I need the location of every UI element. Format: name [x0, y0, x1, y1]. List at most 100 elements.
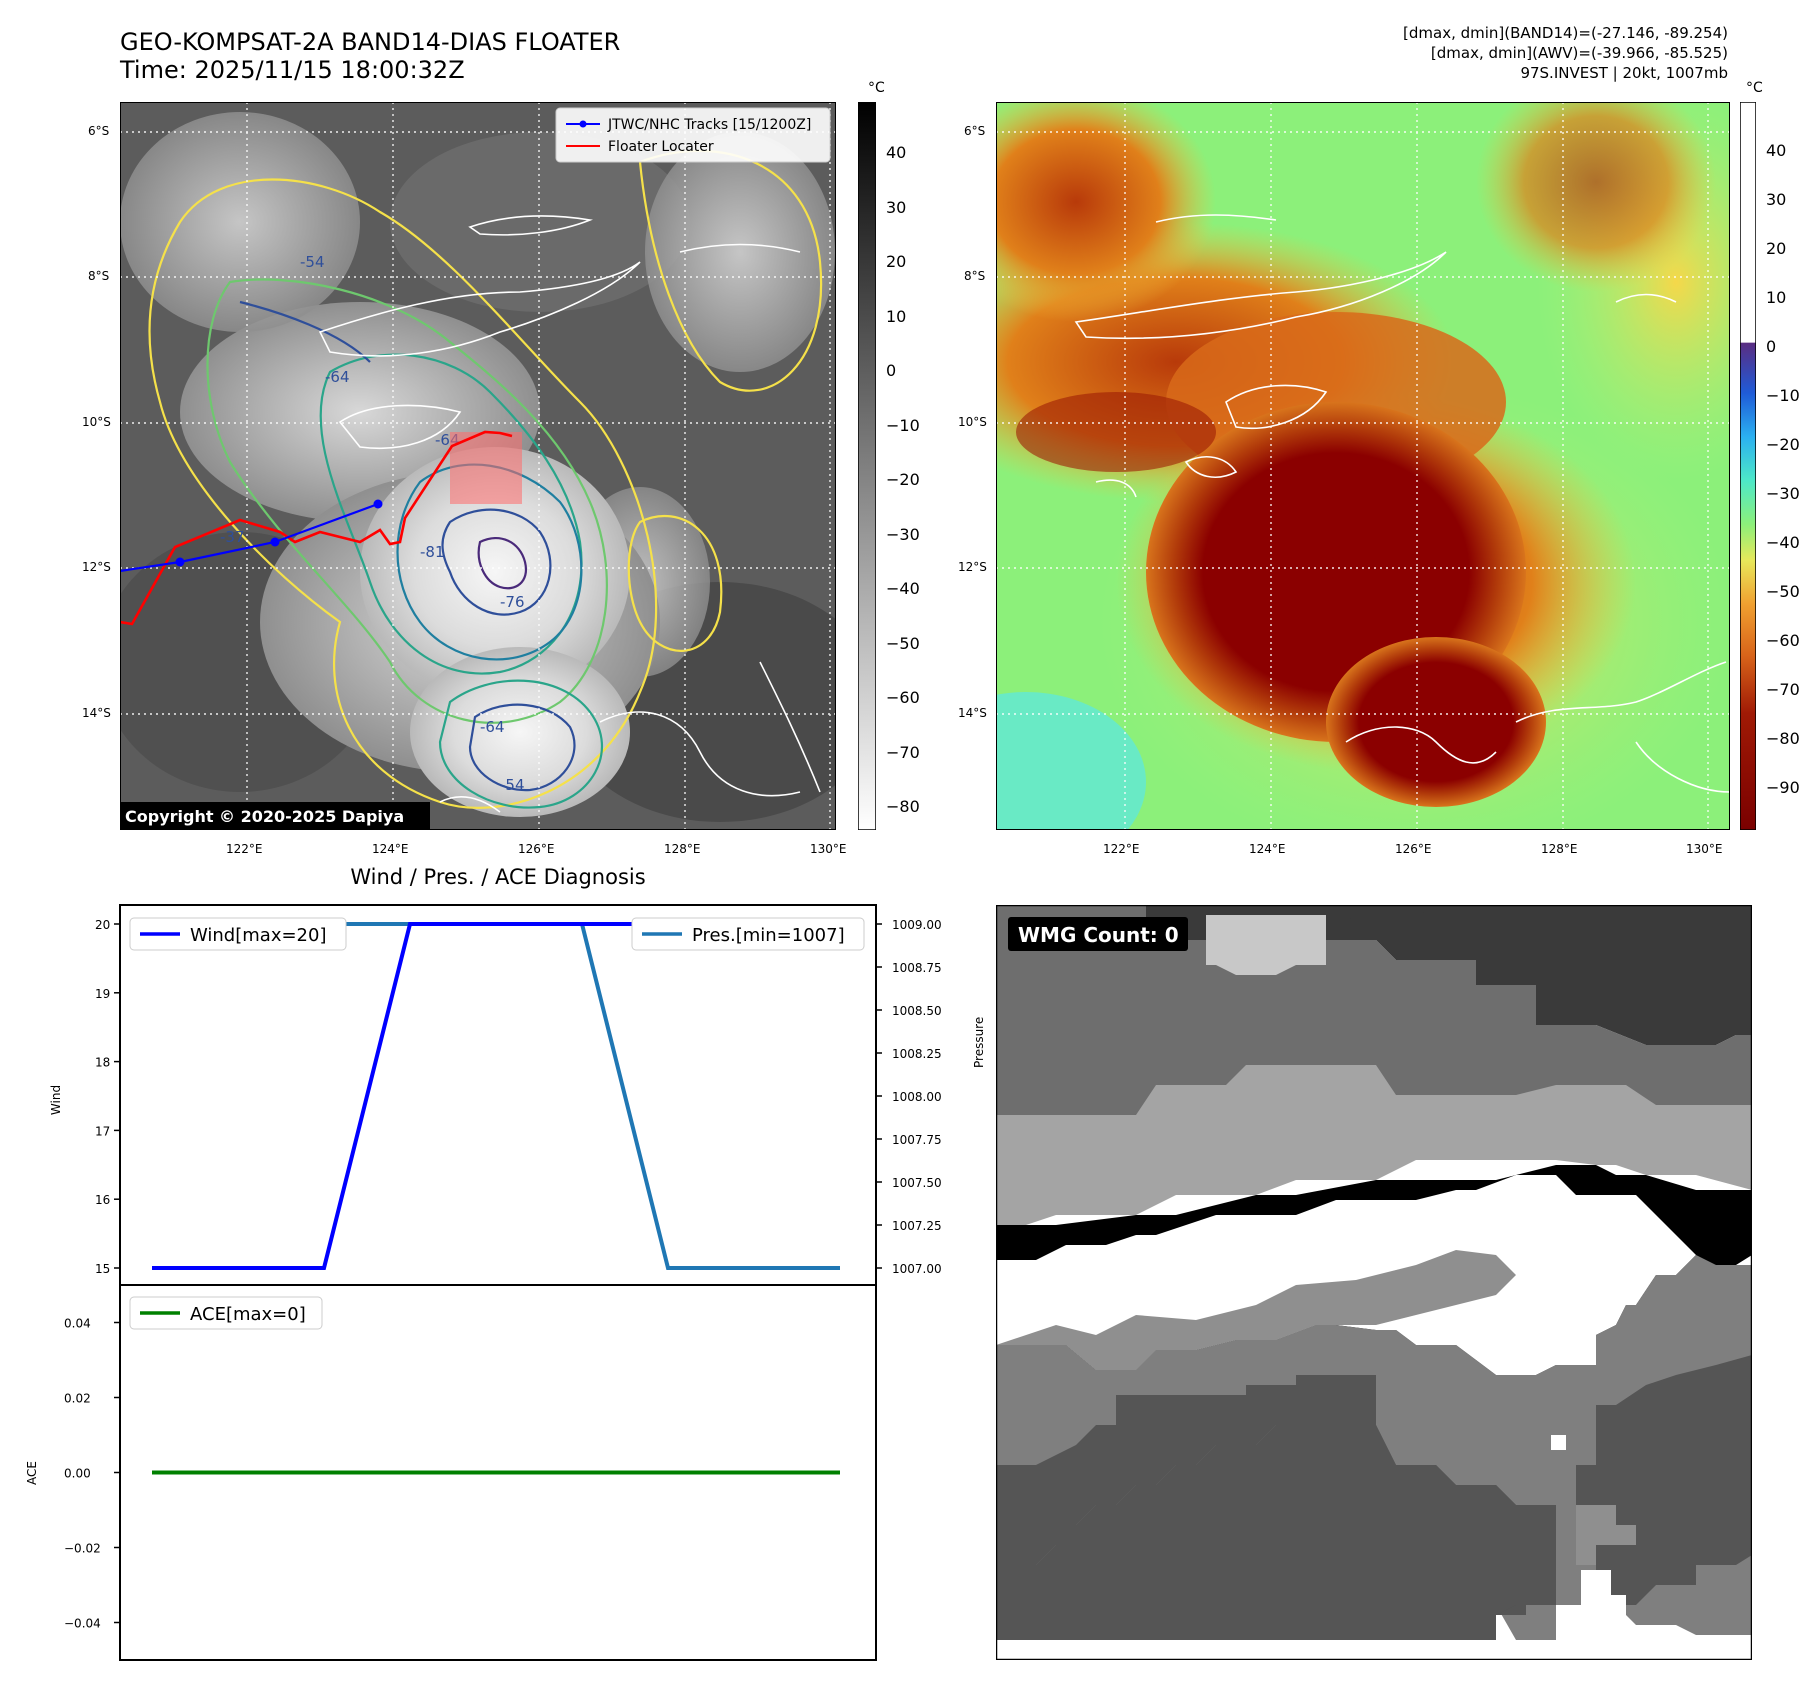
contour-label: -76	[500, 593, 525, 611]
band14-colorbar	[858, 102, 876, 830]
diagnosis-title: Wind / Pres. / ACE Diagnosis	[350, 865, 646, 889]
copyright-label: Copyright © 2020-2025 Dapiya	[125, 807, 404, 826]
wmg-count-label: WMG Count: 0	[1018, 923, 1179, 947]
wind-legend: Wind[max=20]	[129, 917, 347, 951]
ace-tick-label: −0.02	[64, 1542, 101, 1556]
ace-tick-label: 0.00	[64, 1467, 91, 1481]
diagnosis-chart: Wind Pressure ACE 2019181716151009.00100…	[25, 904, 942, 1661]
pressure-tick-label: 1008.25	[892, 1047, 942, 1061]
pressure-tick-label: 1008.50	[892, 1004, 942, 1018]
colorbar-tick-label: −40	[1766, 533, 1800, 552]
lat-label: 10°S	[82, 415, 111, 429]
pressure-legend-label: Pres.[min=1007]	[692, 925, 845, 946]
contour-label: -81	[420, 543, 445, 561]
contour-label: -64	[325, 368, 350, 386]
lon-label: 130°E	[1686, 842, 1723, 856]
track-point	[270, 537, 280, 547]
colorbar-tick-label: −50	[1766, 582, 1800, 601]
figure-title: GEO-KOMPSAT-2A BAND14-DIAS FLOATER	[120, 28, 621, 56]
colorbar-tick-label: 0	[1766, 337, 1777, 356]
storm-info: 97S.INVEST | 20kt, 1007mb	[1520, 64, 1728, 82]
track-point	[175, 557, 185, 567]
wmg-panel: WMG Count: 0	[996, 905, 1752, 1660]
colorbar-tick-label: −20	[1766, 435, 1800, 454]
wmg-count-box	[1008, 917, 1188, 951]
colorbar-tick-label: −90	[1766, 778, 1800, 797]
pressure-tick-label: 1009.00	[892, 918, 942, 932]
ace-tick-label: −0.04	[64, 1617, 101, 1631]
contour-label: -37	[220, 528, 245, 546]
wind-line	[152, 922, 840, 1270]
ace-legend-label: ACE[max=0]	[190, 1304, 306, 1325]
lon-label: 122°E	[1103, 842, 1140, 856]
lon-label: 124°E	[372, 842, 409, 856]
pressure-axis-label: Pressure	[972, 1016, 986, 1068]
wind-tick-label: 15	[95, 1262, 110, 1276]
awv-colorbar	[1740, 102, 1756, 830]
lon-label: 128°E	[1541, 842, 1578, 856]
colorbar-tick-label: −20	[886, 470, 920, 489]
colorbar-tick-label: −10	[886, 415, 920, 435]
pressure-tick-label: 1008.75	[892, 961, 942, 975]
lat-label: 8°S	[964, 269, 986, 283]
colorbar-tick-label: 10	[886, 306, 907, 326]
floater-locater-line	[120, 430, 513, 626]
band14-map: -64 -64 -76 -81 -64 -54 -54 -37	[120, 102, 836, 830]
lat-label: 12°S	[958, 560, 987, 574]
awv-map	[996, 102, 1730, 830]
dmax-awv: [dmax, dmin](AWV)=(-39.966, -85.525)	[1430, 44, 1728, 62]
colorbar-unit: °C	[868, 80, 885, 96]
lat-label: 12°S	[82, 560, 111, 574]
colorbar-tick-label: −10	[1766, 386, 1800, 405]
lon-label: 126°E	[1395, 842, 1432, 856]
colorbar-tick-label: 40	[886, 143, 907, 162]
colorbar-tick-label: −80	[1766, 729, 1800, 748]
colorbar-tick-label: −80	[886, 797, 920, 816]
lon-label: 126°E	[518, 842, 555, 856]
colorbar-tick-label: −60	[1766, 631, 1800, 650]
lon-label: 122°E	[226, 842, 263, 856]
lat-label: 8°S	[88, 269, 110, 283]
map-legend: JTWC/NHC Tracks [15/1200Z] Floater Locat…	[555, 107, 831, 163]
colorbar-tick-label: 10	[1766, 288, 1787, 307]
wind-axis-label: Wind	[49, 1085, 63, 1115]
colorbar-unit: °C	[1746, 80, 1763, 96]
wind-tick-label: 18	[95, 1056, 110, 1070]
ace-legend: ACE[max=0]	[129, 1296, 323, 1330]
legend-floater-label: Floater Locater	[608, 139, 714, 155]
colorbar-tick-label: −30	[1766, 484, 1800, 503]
pressure-tick-label: 1007.50	[892, 1176, 942, 1190]
contour-label: -54	[300, 253, 325, 271]
copyright-box	[120, 802, 430, 830]
colorbar-tick-label: −40	[886, 579, 920, 598]
wind-tick-label: 19	[95, 987, 110, 1001]
wind-axes	[119, 904, 877, 1286]
pressure-tick-label: 1007.25	[892, 1219, 942, 1233]
ace-tick-label: 0.02	[64, 1392, 91, 1406]
lat-label: 14°S	[82, 706, 111, 720]
colorbar-tick-label: −30	[886, 524, 920, 544]
legend-tracks-label: JTWC/NHC Tracks [15/1200Z]	[607, 117, 811, 133]
lon-label: 130°E	[810, 842, 847, 856]
ace-tick-label: 0.04	[64, 1317, 91, 1331]
contour-label: -54	[500, 776, 525, 794]
contour-label: -64	[480, 718, 505, 736]
lat-label: 6°S	[964, 124, 986, 138]
wind-tick-label: 16	[95, 1193, 110, 1207]
colorbar-tick-label: 20	[886, 252, 907, 271]
colorbar-tick-label: 40	[1766, 141, 1787, 160]
colorbar-tick-label: 20	[1766, 239, 1787, 258]
colorbar-tick-label: 30	[1766, 190, 1787, 209]
colorbar-tick-label: 0	[886, 361, 897, 380]
colorbar-tick-label: 30	[886, 197, 907, 217]
colorbar-tick-label: −70	[886, 742, 920, 762]
wind-legend-label: Wind[max=20]	[190, 925, 327, 946]
lon-label: 128°E	[664, 842, 701, 856]
lat-label: 10°S	[958, 415, 987, 429]
colorbar-tick-label: −50	[886, 633, 920, 653]
colorbar-tick-label: −60	[886, 688, 920, 707]
floater-box	[450, 432, 522, 504]
colorbar-tick-label: −70	[1766, 680, 1800, 699]
dmax-band14: [dmax, dmin](BAND14)=(-27.146, -89.254)	[1403, 24, 1728, 42]
wind-tick-label: 17	[95, 1124, 110, 1138]
